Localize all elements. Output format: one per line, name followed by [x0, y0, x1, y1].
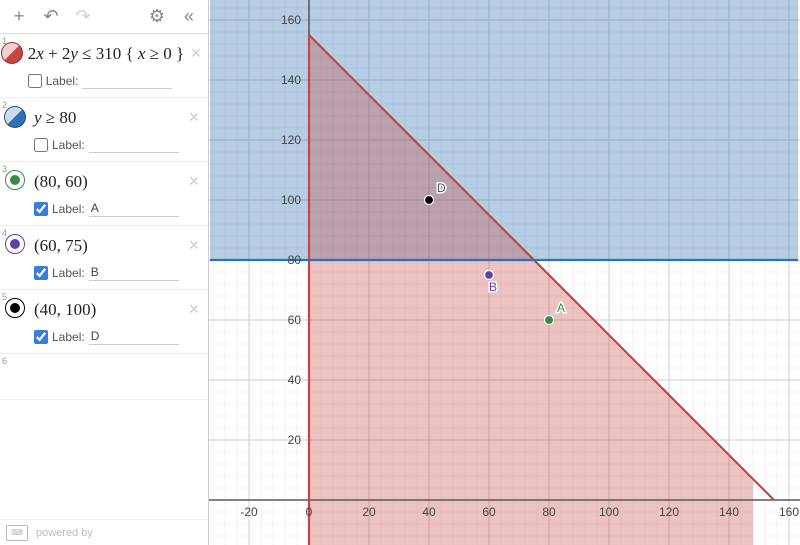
- region-blue: [210, 0, 798, 260]
- label-checkbox[interactable]: [34, 202, 48, 216]
- color-swatch[interactable]: [4, 106, 26, 128]
- expression-math[interactable]: (60, 75): [34, 236, 180, 256]
- point-B[interactable]: [485, 271, 494, 280]
- collapse-panel-button[interactable]: «: [176, 4, 202, 30]
- label-checkbox[interactable]: [34, 266, 48, 280]
- label-caption: Label:: [46, 74, 79, 88]
- label-input[interactable]: [89, 136, 179, 153]
- expression-math[interactable]: (80, 60): [34, 172, 180, 192]
- color-swatch[interactable]: [5, 170, 25, 190]
- label-caption: Label:: [52, 330, 85, 344]
- point-label-B: B: [489, 280, 497, 294]
- add-expression-button[interactable]: +: [6, 4, 32, 30]
- y-tick-label: 160: [281, 13, 301, 27]
- y-tick-label: 100: [281, 193, 301, 207]
- label-checkbox[interactable]: [28, 74, 42, 88]
- delete-expression-button[interactable]: ×: [184, 104, 204, 126]
- y-tick-label: 80: [288, 253, 302, 267]
- label-caption: Label:: [52, 138, 85, 152]
- delete-expression-button[interactable]: ×: [184, 296, 204, 318]
- graph-viewport[interactable]: -20 0 20 40 60 80 100 120 140 160 20 40 60 80 100 120 14…: [209, 0, 800, 545]
- y-tick-label: 40: [288, 373, 302, 387]
- label-caption: Label:: [52, 266, 85, 280]
- x-tick-label: 80: [542, 505, 556, 519]
- expression-index: 4: [2, 228, 7, 238]
- expression-list: 1 2x + 2y ≤ 310 { x ≥ 0 } Label: × 2 y ≥…: [0, 34, 208, 519]
- delete-expression-button[interactable]: ×: [184, 232, 204, 254]
- color-swatch[interactable]: [5, 234, 25, 254]
- redo-button[interactable]: ↷: [70, 4, 96, 30]
- point-D[interactable]: [425, 196, 434, 205]
- y-tick-label: 20: [288, 433, 302, 447]
- expression-index: 6: [2, 356, 7, 366]
- x-tick-label: 140: [719, 505, 739, 519]
- expression-math[interactable]: (40, 100): [34, 300, 180, 320]
- expression-row-empty[interactable]: 6: [0, 354, 208, 400]
- x-tick-label: 0: [306, 505, 313, 519]
- color-swatch[interactable]: [5, 298, 25, 318]
- label-input[interactable]: [89, 200, 179, 217]
- x-tick-label: 120: [659, 505, 679, 519]
- label-caption: Label:: [52, 202, 85, 216]
- expression-row[interactable]: 1 2x + 2y ≤ 310 { x ≥ 0 } Label: ×: [0, 34, 208, 98]
- delete-expression-button[interactable]: ×: [184, 168, 204, 190]
- expression-index: 3: [2, 164, 7, 174]
- undo-button[interactable]: ↶: [38, 4, 64, 30]
- graph-settings-button[interactable]: ⚙: [144, 4, 170, 30]
- point-label-D: D: [437, 181, 446, 195]
- x-tick-label: 160: [779, 505, 799, 519]
- expression-row[interactable]: 2 y ≥ 80 Label: ×: [0, 98, 208, 162]
- label-input[interactable]: [82, 72, 172, 89]
- expression-panel: + ↶ ↷ ⚙ « 1 2x + 2y ≤ 310 { x ≥ 0 } Labe…: [0, 0, 209, 545]
- expression-row[interactable]: 4 (60, 75) Label: ×: [0, 226, 208, 290]
- panel-toolbar: + ↶ ↷ ⚙ «: [0, 0, 208, 34]
- color-swatch[interactable]: [1, 42, 23, 64]
- expression-row[interactable]: 5 (40, 100) Label: ×: [0, 290, 208, 354]
- label-input[interactable]: [89, 328, 179, 345]
- delete-expression-button[interactable]: ×: [188, 40, 204, 62]
- label-checkbox[interactable]: [34, 138, 48, 152]
- point-label-A: A: [557, 301, 565, 315]
- label-input[interactable]: [89, 264, 179, 281]
- x-tick-label: 60: [482, 505, 496, 519]
- panel-footer: ⌨ powered by: [0, 519, 208, 545]
- expression-row[interactable]: 3 (80, 60) Label: ×: [0, 162, 208, 226]
- x-tick-label: 40: [422, 505, 436, 519]
- label-checkbox[interactable]: [34, 330, 48, 344]
- keyboard-icon[interactable]: ⌨: [6, 525, 28, 541]
- x-tick-label: 20: [362, 505, 376, 519]
- y-tick-label: 120: [281, 133, 301, 147]
- x-tick-label: -20: [240, 505, 258, 519]
- powered-by-text: powered by: [36, 527, 93, 539]
- point-A[interactable]: [545, 316, 554, 325]
- expression-math[interactable]: 2x + 2y ≤ 310 { x ≥ 0 }: [28, 44, 184, 64]
- y-tick-label: 140: [281, 73, 301, 87]
- expression-index: 5: [2, 292, 7, 302]
- x-tick-label: 100: [599, 505, 619, 519]
- graph-svg: -20 0 20 40 60 80 100 120 140 160 20 40 60 80 100 120 14…: [209, 0, 800, 545]
- y-tick-label: 60: [288, 313, 302, 327]
- expression-math[interactable]: y ≥ 80: [34, 108, 180, 128]
